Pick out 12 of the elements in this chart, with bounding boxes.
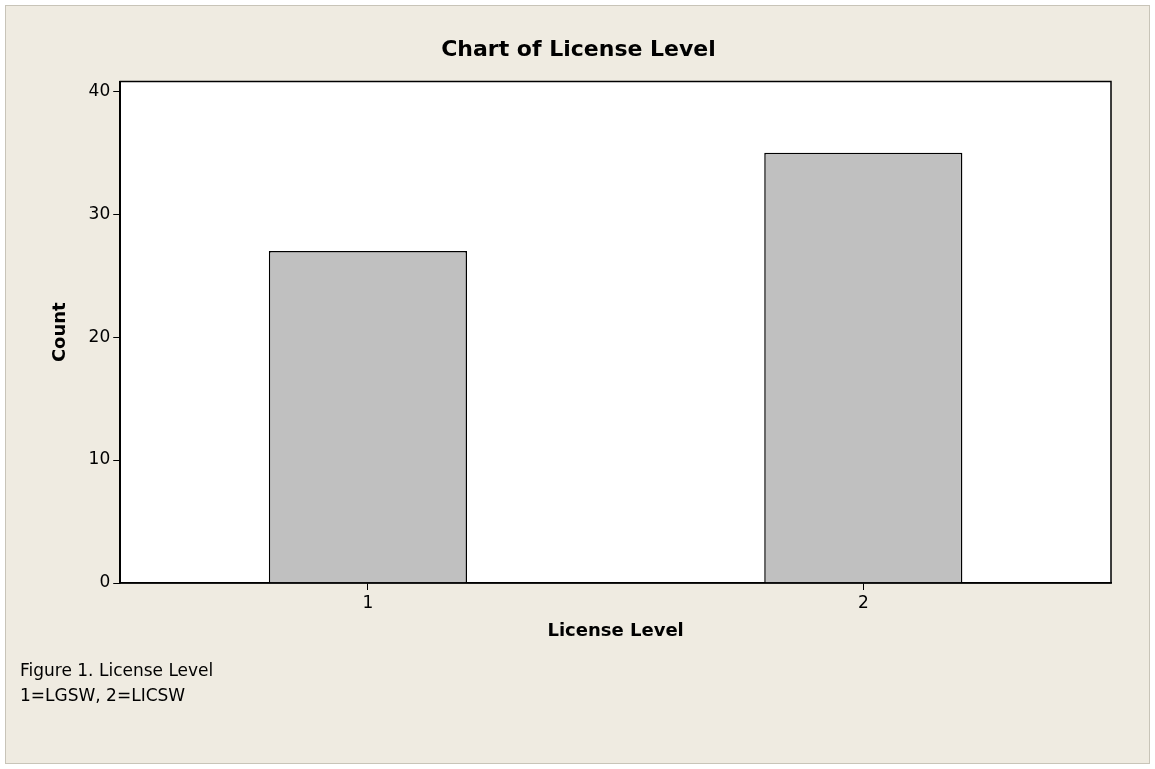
- x-tick-label: 2: [857, 591, 869, 612]
- y-tick-label: 0: [99, 571, 111, 592]
- y-tick-label: 20: [88, 325, 111, 346]
- text: 1=LGSW, 2=LICSW: [20, 684, 187, 707]
- y-tick-label: 40: [88, 79, 111, 100]
- y-tick-label: 10: [88, 448, 111, 469]
- chart-title: Chart of License Level: [441, 35, 716, 61]
- y-axis-title: Count: [48, 301, 70, 363]
- x-tick-label: 1: [362, 591, 374, 612]
- y-tick-label: 30: [88, 202, 111, 223]
- x-axis-title: License Level: [547, 618, 684, 640]
- caption: Figure 1. License Level: [20, 659, 214, 682]
